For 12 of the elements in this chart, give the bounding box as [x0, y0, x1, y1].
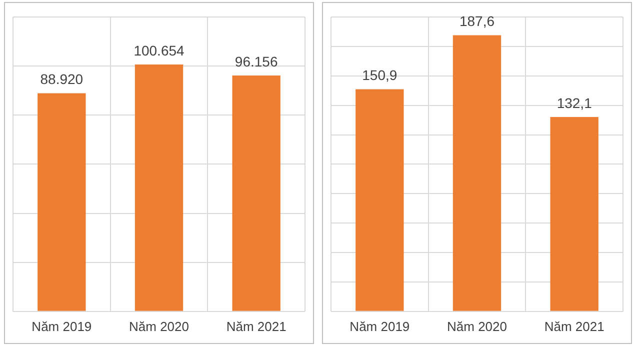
x-tick-label: Năm 2020 — [129, 318, 189, 334]
data-label: 132,1 — [556, 94, 592, 111]
x-tick-label: Năm 2020 — [447, 318, 507, 334]
x-tick-label: Năm 2019 — [350, 318, 410, 334]
data-label: 100.654 — [134, 42, 185, 58]
data-label: 150,9 — [362, 67, 398, 84]
data-label: 88.920 — [40, 71, 84, 88]
x-tick-label: Năm 2021 — [226, 318, 286, 334]
x-tick-label: Năm 2019 — [32, 318, 92, 334]
x-tick-label: Năm 2021 — [544, 318, 604, 334]
data-label: 96.156 — [234, 53, 278, 70]
data-label: 187,6 — [459, 13, 495, 30]
